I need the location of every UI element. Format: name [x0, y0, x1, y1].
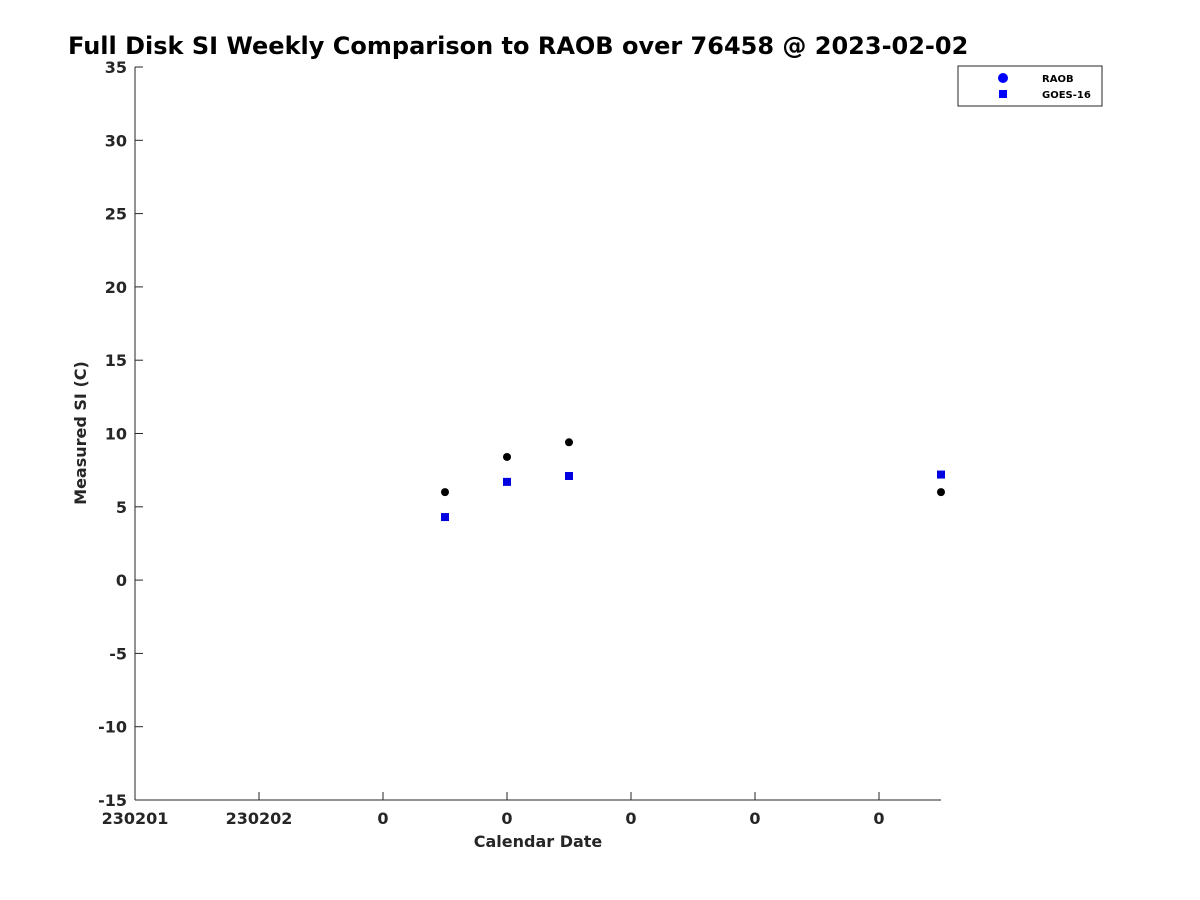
y-tick-label: 25	[105, 205, 127, 224]
x-tick-label: 0	[377, 809, 388, 828]
x-axis-label: Calendar Date	[474, 832, 603, 851]
x-tick-label: 0	[501, 809, 512, 828]
legend-box	[957, 65, 1103, 107]
y-tick-label: 30	[105, 131, 127, 150]
y-tick-label: -15	[98, 791, 127, 810]
y-tick-label: 5	[116, 498, 127, 517]
goes-16-point	[503, 477, 511, 486]
goes-16-point	[937, 470, 945, 479]
x-ticks: 230201 230202 0 0 0 0 0	[102, 792, 885, 828]
y-tick-label: 15	[105, 351, 127, 370]
goes-16-point	[565, 472, 573, 481]
y-tick-label: 0	[116, 571, 127, 590]
chart-title: Full Disk SI Weekly Comparison to RAOB o…	[68, 32, 968, 60]
legend-marker-goes-16	[999, 90, 1007, 98]
legend-entries: RAOB GOES-16	[998, 73, 1091, 101]
axes	[134, 67, 941, 801]
legend-marker-raob	[998, 73, 1008, 83]
x-tick-label: 0	[625, 809, 636, 828]
y-tick-label: 20	[105, 278, 127, 297]
raob-point	[937, 488, 945, 497]
x-tick-label: 0	[749, 809, 760, 828]
x-tick-label: 230202	[226, 809, 293, 828]
y-tick-label: 35	[105, 58, 127, 77]
data-points	[441, 438, 945, 522]
legend-label-raob: RAOB	[1042, 74, 1074, 85]
raob-point	[441, 488, 449, 497]
goes-16-point	[441, 513, 449, 522]
y-axis-label: Measured SI (C)	[71, 361, 90, 505]
x-tick-label: 0	[873, 809, 884, 828]
x-tick-label: 230201	[102, 809, 169, 828]
y-tick-label: -5	[109, 644, 127, 663]
raob-point	[503, 452, 511, 461]
legend-label-goes-16: GOES-16	[1042, 90, 1091, 101]
raob-point	[565, 438, 573, 447]
y-ticks: -15 -10 -5 0 5 10 15 20 25 30 35	[98, 58, 143, 810]
legend: RAOB GOES-16	[957, 65, 1103, 107]
y-tick-label: -10	[98, 718, 127, 737]
y-tick-label: 10	[105, 425, 127, 444]
